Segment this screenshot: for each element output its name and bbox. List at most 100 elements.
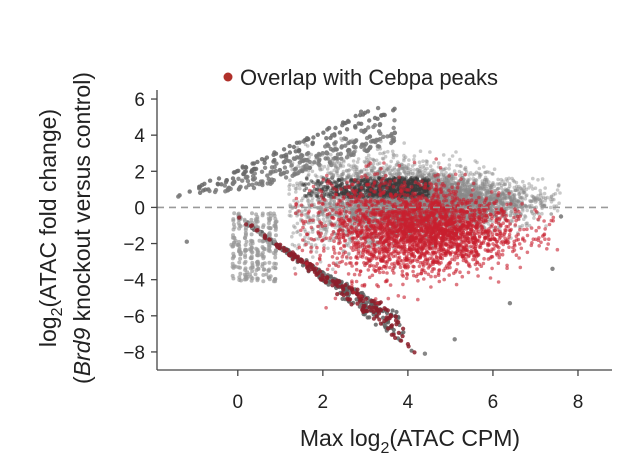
all-peak-point (287, 143, 292, 149)
all-peak-point (323, 232, 328, 236)
all-peak-point (249, 256, 254, 261)
all-peak-point (350, 211, 355, 216)
all-peak-point (298, 233, 303, 237)
all-peak-point (243, 253, 248, 258)
all-peak-point (242, 261, 247, 266)
all-peak-point (388, 133, 393, 139)
all-peak-point (557, 183, 561, 187)
all-peak-point (525, 193, 529, 197)
all-peak-point (307, 159, 312, 165)
all-peak-point (490, 194, 494, 198)
all-peak-point (230, 181, 236, 187)
all-peak-point (311, 135, 316, 140)
all-peak-point (473, 193, 478, 197)
all-peak-point (527, 223, 532, 228)
all-peak-point (339, 144, 345, 149)
all-peak-point (425, 159, 429, 164)
all-peak-point (289, 163, 294, 168)
all-peak-point (249, 245, 254, 250)
all-peak-point (372, 115, 378, 121)
all-peak-point (243, 230, 248, 235)
all-peak-point (304, 136, 310, 141)
all-peak-point (556, 184, 561, 188)
all-peak-point (314, 157, 318, 161)
all-peak-point (548, 205, 553, 210)
all-peak-point (267, 260, 272, 265)
all-peak-point (310, 196, 315, 200)
all-peak-point (481, 184, 486, 188)
all-peak-point (377, 121, 383, 127)
all-peak-point (553, 191, 558, 196)
all-peak-point (371, 124, 376, 130)
all-peak-point (471, 176, 476, 181)
all-peak-point (299, 198, 304, 203)
all-peak-point (457, 169, 462, 174)
all-peak-point (346, 140, 351, 146)
all-peak-point (250, 177, 256, 182)
all-peak-point (557, 201, 561, 205)
all-peak-point (290, 167, 294, 172)
all-peak-point (303, 165, 308, 170)
all-peak-point (536, 178, 540, 182)
all-peak-point (525, 221, 529, 225)
all-peak-point (232, 211, 237, 216)
all-peak-point (521, 188, 526, 193)
all-peak-point (373, 322, 378, 327)
all-peak-point (297, 169, 303, 174)
all-peak-point (356, 121, 361, 126)
all-peak-point (463, 189, 468, 193)
all-peak-point (353, 145, 358, 150)
all-peak-point (293, 149, 298, 154)
all-peak-point (278, 171, 284, 177)
all-peak-point (287, 187, 292, 192)
all-peak-point (432, 160, 436, 165)
all-peak-point (371, 158, 376, 162)
all-peak-point (409, 167, 413, 172)
all-peak-point (465, 213, 469, 217)
all-peak-point (254, 219, 259, 224)
all-peak-point (265, 181, 270, 186)
all-peak-point (323, 144, 328, 149)
all-peak-point (304, 176, 309, 180)
all-peak-point (307, 172, 311, 177)
all-peak-point (292, 171, 297, 176)
all-peak-point (197, 186, 202, 191)
all-peak-point (238, 184, 243, 189)
all-peak-point (514, 180, 519, 185)
all-peak-point (328, 160, 333, 166)
all-peak-point (343, 143, 348, 148)
all-peak-point (378, 131, 383, 136)
all-peak-point (266, 245, 271, 250)
all-peak-point (503, 192, 507, 196)
all-peak-point (375, 137, 381, 143)
all-peak-point (311, 214, 316, 218)
all-peak-point (455, 163, 459, 168)
all-peak-point (273, 248, 278, 253)
all-peak-point (187, 189, 192, 194)
all-peak-point (296, 155, 302, 160)
all-peak-point (550, 197, 555, 202)
all-peak-point (243, 219, 247, 224)
all-peak-point (474, 170, 479, 175)
all-peak-point (379, 139, 383, 144)
all-peak-point (555, 188, 560, 192)
all-peak-point (502, 182, 506, 187)
all-peak-point (428, 150, 432, 154)
all-peak-point (484, 179, 489, 183)
all-peak-point (314, 250, 319, 254)
all-peak-point (359, 144, 364, 149)
all-peak-point (268, 226, 273, 231)
all-peak-point (503, 193, 508, 198)
all-peak-point (255, 260, 260, 264)
all-peak-point (444, 177, 449, 181)
all-peak-point (305, 196, 310, 200)
all-peak-point (394, 309, 399, 315)
all-peak-point (305, 159, 309, 164)
all-peak-point (394, 153, 399, 158)
all-peak-point (313, 173, 318, 177)
all-peak-point (468, 187, 472, 192)
all-peak-point (444, 171, 448, 175)
all-peak-point (243, 266, 248, 271)
all-peak-point (265, 173, 270, 178)
